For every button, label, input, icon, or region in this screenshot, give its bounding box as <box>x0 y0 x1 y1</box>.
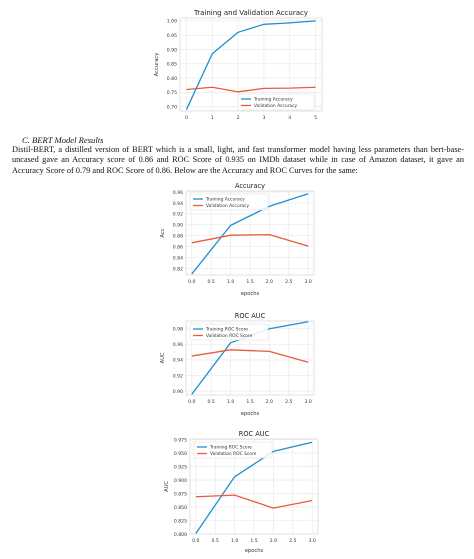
y-tick-label: 0.92 <box>173 212 183 218</box>
y-tick-label: 0.94 <box>173 358 183 364</box>
legend-box <box>193 441 273 459</box>
y-tick-label: 0.92 <box>173 373 183 379</box>
paragraph-line: uncased gave an Accuracy score of 0.86 a… <box>12 155 464 165</box>
y-tick-label: 0.90 <box>173 389 183 395</box>
y-tick-label: 0.86 <box>173 244 183 250</box>
y-tick-label: 0.950 <box>174 451 187 457</box>
training-validation-accuracy-chart: 0.70 0.75 0.80 0.85 0.90 0.95 1.00 0 1 2 3 4 5 Traini… <box>154 9 323 121</box>
x-tick-label: 0.5 <box>212 538 219 544</box>
y-tick-label: 0.82 <box>173 266 183 272</box>
validation-series-line <box>191 233 309 247</box>
x-tick-label: 1.5 <box>250 538 257 544</box>
x-axis-label: epochs <box>245 548 264 554</box>
x-tick-label: 2.0 <box>270 538 277 544</box>
y-tick-label: 0.88 <box>173 234 183 240</box>
y-tick-label: 0.94 <box>173 201 183 207</box>
roc-auc-chart: 0.90 0.92 0.94 0.96 0.98 0.0 0.5 1.0 1.5 2.0 2.5 3.… <box>160 312 315 417</box>
x-tick-label: 2.0 <box>266 279 273 285</box>
y-tick-label: 0.70 <box>167 105 177 111</box>
x-tick-label: 0.0 <box>188 279 195 285</box>
x-tick-label: 0.5 <box>208 279 215 285</box>
y-tick-label: 0.96 <box>173 342 183 348</box>
x-tick-label: 5 <box>314 115 317 121</box>
y-tick-label: 0.85 <box>167 62 177 68</box>
y-tick-label: 0.850 <box>174 505 187 511</box>
x-tick-label: 1 <box>211 115 214 121</box>
x-tick-label: 0.5 <box>208 399 215 405</box>
x-tick-label: 1.0 <box>227 399 234 405</box>
x-tick-label: 3.0 <box>305 279 312 285</box>
y-tick-label: 0.800 <box>174 532 187 538</box>
paragraph-line: Distil-BERT, a distilled version of BERT… <box>12 145 464 154</box>
x-tick-label: 1.0 <box>227 279 234 285</box>
legend-box <box>189 193 269 211</box>
x-tick-label: 0.0 <box>192 538 199 544</box>
x-tick-label: 4 <box>288 115 291 121</box>
y-axis-label: AUC <box>164 481 170 492</box>
x-tick-label: 0.0 <box>188 399 195 405</box>
legend-label: Training ROC Score <box>209 445 252 451</box>
validation-series-line <box>195 494 313 509</box>
x-tick-label: 2.5 <box>289 538 296 544</box>
paragraph: Distil-BERT, a distilled version of BERT… <box>12 145 464 176</box>
y-axis-label: Acc <box>160 228 166 237</box>
y-axis-label: Accuracy <box>154 53 160 77</box>
y-tick-label: 0.900 <box>174 478 187 484</box>
y-tick-label: 1.00 <box>167 19 177 25</box>
training-series-line <box>195 441 313 534</box>
chart-title: Training and Validation Accuracy <box>193 9 308 17</box>
y-tick-label: 0.95 <box>167 33 177 39</box>
y-tick-label: 0.90 <box>173 223 183 229</box>
x-tick-label: 2 <box>237 115 240 121</box>
y-tick-label: 0.98 <box>173 327 183 333</box>
training-series-line <box>185 20 316 110</box>
x-tick-label: 3 <box>262 115 265 121</box>
chart-title: ROC AUC <box>235 312 266 320</box>
legend-label: Training Accuracy <box>253 97 293 103</box>
y-tick-label: 0.90 <box>167 47 177 53</box>
section-heading: C. BERT Model Results <box>22 135 104 145</box>
y-tick-label: 0.875 <box>174 491 187 497</box>
x-axis-label: epochs <box>241 291 260 297</box>
legend-label: Training Accuracy <box>205 197 245 203</box>
validation-series-line <box>191 349 309 363</box>
chart-title: ROC AUC <box>239 430 270 438</box>
y-tick-label: 0.75 <box>167 90 177 96</box>
x-tick-label: 2.5 <box>285 279 292 285</box>
legend-label: Validation ROC Score <box>206 333 253 339</box>
validation-series-line <box>186 86 316 93</box>
x-tick-label: 0 <box>185 115 188 121</box>
x-tick-label: 3.0 <box>305 399 312 405</box>
legend-label: Validation ROC Score <box>210 451 257 457</box>
x-tick-label: 1.5 <box>246 399 253 405</box>
x-tick-label: 2.5 <box>285 399 292 405</box>
y-tick-label: 0.96 <box>173 190 183 196</box>
x-tick-label: 1.0 <box>231 538 238 544</box>
legend-box <box>189 323 269 341</box>
y-tick-label: 0.975 <box>174 437 187 443</box>
y-axis-label: AUC <box>160 352 166 363</box>
legend-label: Validation Accuracy <box>254 103 298 109</box>
paragraph-line: Accuracy Score of 0.79 and ROC Score of … <box>12 165 358 175</box>
chart-title: Accuracy <box>235 182 265 190</box>
y-tick-label: 0.84 <box>173 255 183 261</box>
y-tick-label: 0.80 <box>167 76 177 82</box>
x-tick-label: 1.5 <box>246 279 253 285</box>
x-axis-label: epochs <box>241 411 260 417</box>
accuracy-chart: 0.82 0.84 0.86 0.88 0.90 0.92 0.94 0.96 0.0 0.5 1.… <box>160 182 315 297</box>
y-tick-label: 0.925 <box>174 464 187 470</box>
legend-label: Training ROC Score <box>205 327 248 333</box>
roc-auc-chart-amazon: 0.800 0.825 0.850 0.875 0.900 0.925 0.950 0.975… <box>164 430 319 554</box>
legend-box <box>237 93 315 111</box>
training-series-line <box>191 193 309 275</box>
x-tick-label: 3.0 <box>309 538 316 544</box>
legend-label: Validation Accuracy <box>206 203 250 209</box>
y-tick-label: 0.825 <box>174 518 187 524</box>
x-tick-label: 2.0 <box>266 399 273 405</box>
